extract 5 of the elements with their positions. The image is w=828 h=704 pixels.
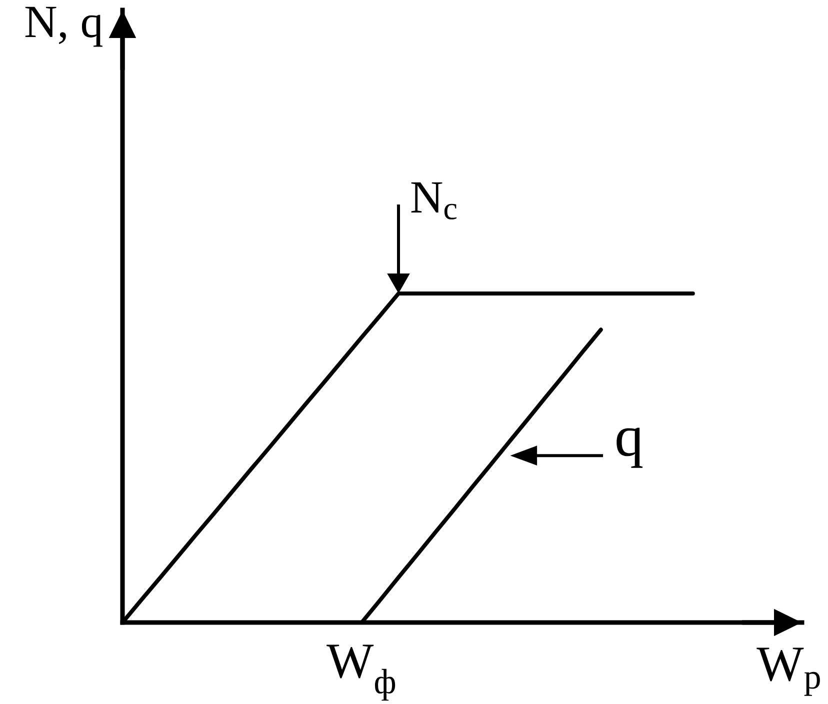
annotation: N$_{c}$ — [411, 182, 457, 220]
text: N, q — [25, 6, 102, 47]
annotation: W$_{ф}$ — [326, 644, 396, 701]
legend-label: q — [616, 428, 642, 468]
x-axis-title: W$_{p}$ — [756, 648, 820, 696]
